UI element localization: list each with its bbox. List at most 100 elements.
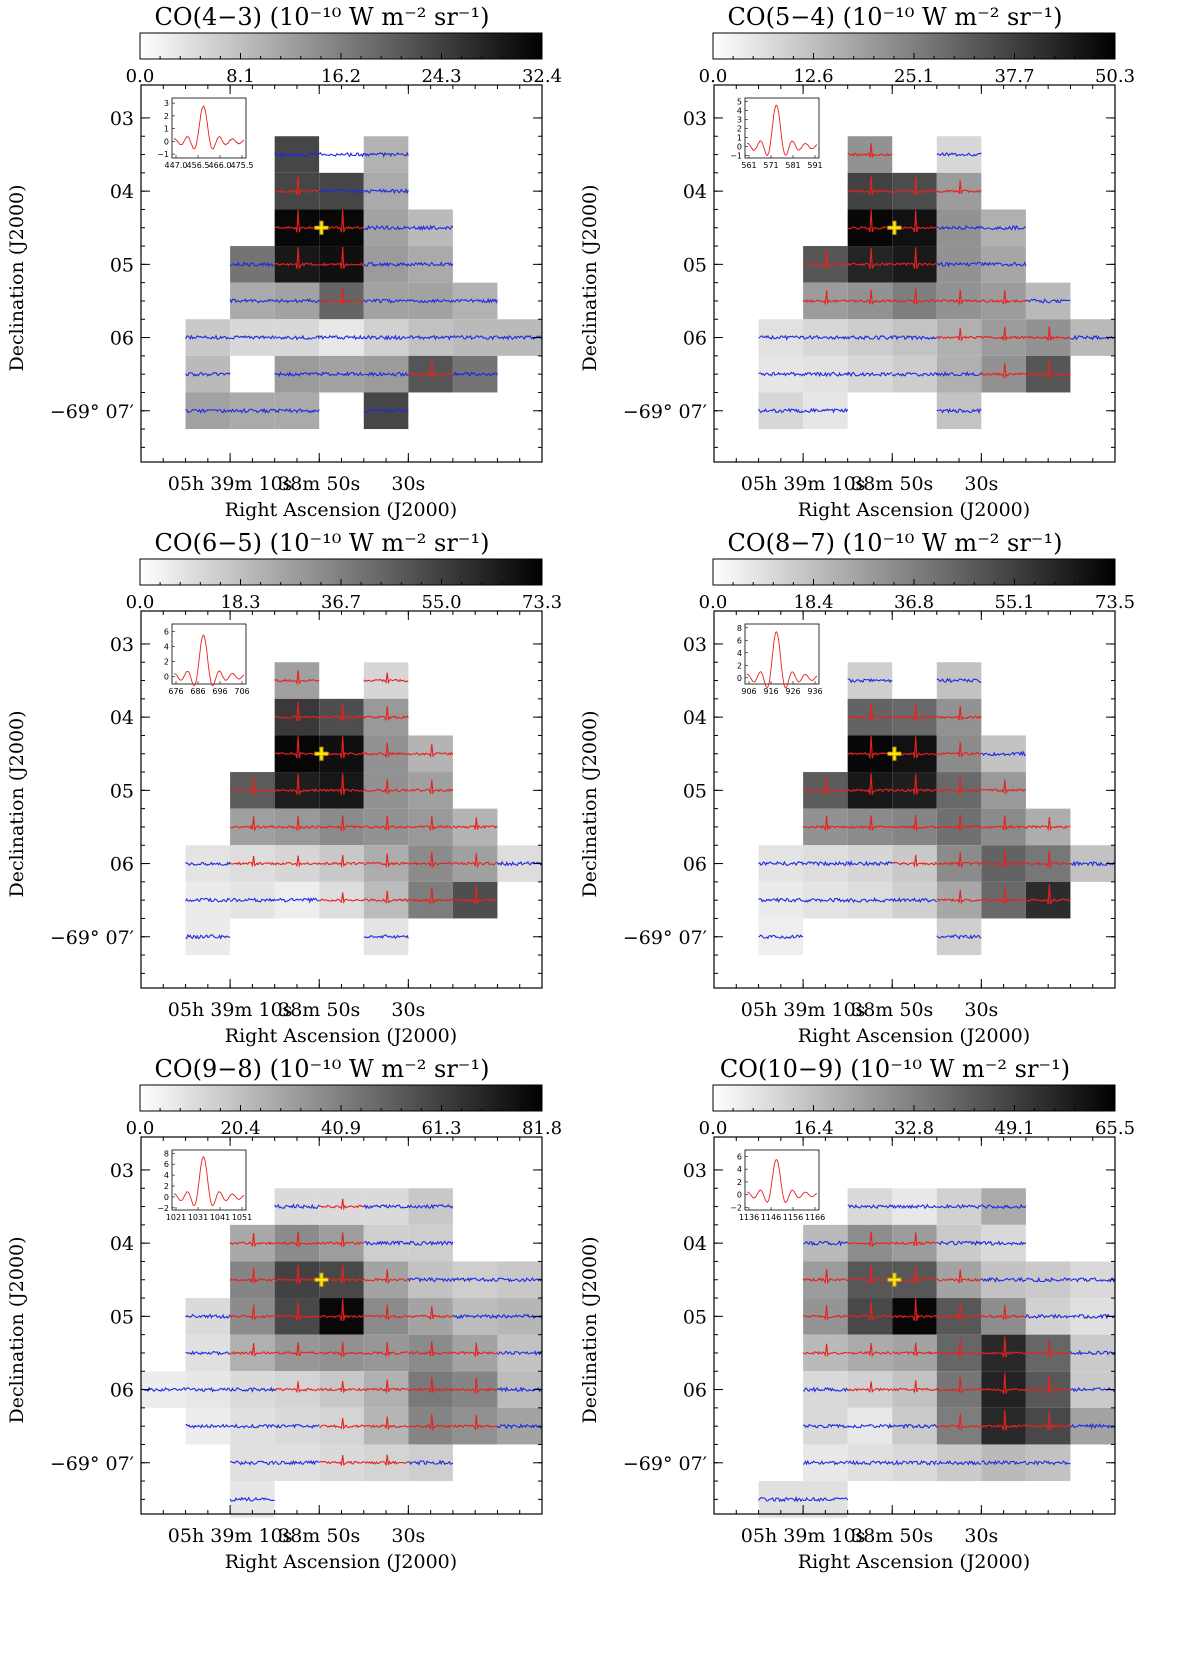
spectrum-detected [407, 744, 454, 758]
x-tick-label: 38m 50s [851, 473, 933, 495]
inset-y-tick-label: 2 [737, 661, 742, 670]
spectrum-undetected [891, 371, 938, 377]
spectrum-detected [230, 816, 276, 832]
spectrum-detected [1025, 1339, 1071, 1359]
inset-y-tick-label: 0 [164, 673, 169, 682]
inset-x-tick-label: 1146 [761, 1213, 781, 1222]
map-cell [758, 319, 804, 356]
panel-2: CO(5−4) (10⁻¹⁰ W m⁻² sr⁻¹) 0.0 12.6 25.1 37.… [579, 3, 1135, 521]
colorbar-tick-label: 50.3 [1095, 66, 1135, 87]
colorbar-tick-label: 18.3 [220, 592, 260, 613]
spectrum-detected [936, 289, 982, 306]
inset-y-tick-label: 8 [164, 1149, 169, 1158]
spectrum-undetected [229, 1460, 276, 1466]
y-tick-label: 03 [683, 634, 707, 656]
spectrum-detected [274, 209, 320, 233]
spectrum-detected [363, 1269, 409, 1284]
inset-line [173, 634, 244, 687]
colorbar-ticks: 0.0 16.4 32.8 49.1 65.5 [699, 1105, 1135, 1139]
spectrum-undetected [847, 1459, 893, 1466]
spectrum-detected [318, 702, 365, 722]
spectra [758, 677, 1116, 940]
spectrum-detected [229, 776, 276, 794]
spectrum-detected [847, 735, 893, 759]
spectrum-detected [452, 1414, 498, 1431]
spectrum-detected [318, 1341, 365, 1358]
spectrum-undetected [229, 1423, 276, 1430]
spectrum-detected [452, 852, 498, 869]
y-tick-label: 03 [683, 1160, 707, 1182]
inset-line [173, 105, 245, 150]
inset-y-tick-label: 8 [737, 624, 742, 633]
spectrum-undetected [185, 334, 231, 340]
spectrum-detected [274, 1341, 320, 1358]
spectrum-undetected [891, 897, 938, 903]
inset-frame [744, 623, 820, 685]
spectrum-undetected [847, 335, 893, 341]
x-tick-label: 38m 50s [851, 999, 933, 1021]
x-tick-label: 38m 50s [278, 473, 360, 495]
spectrum-detected [229, 855, 276, 868]
spectrum-undetected [758, 334, 804, 341]
y-axis-label: Declination (J2000) [579, 1236, 601, 1423]
y-tick-label: 06 [110, 854, 134, 876]
spectrum-undetected [847, 860, 893, 867]
y-tick-label: 04 [110, 707, 134, 729]
colorbar-tick-label: 16.2 [321, 66, 361, 87]
spectrum-detected [452, 1377, 498, 1395]
spectrum-undetected [274, 371, 320, 378]
spectrum-detected [980, 326, 1027, 341]
spectrum-undetected [803, 1496, 849, 1503]
inset-y-tick-label: 0 [737, 142, 742, 151]
center-marker [887, 1272, 902, 1287]
inset-x-tick-label: 676 [168, 687, 183, 696]
colorbar-tick-label: 36.8 [894, 592, 934, 613]
spectrum-detected [980, 362, 1026, 380]
colorbar-tick-label: 18.4 [793, 592, 833, 613]
y-tick-label: 05 [110, 254, 134, 276]
spectrum-undetected [936, 151, 982, 157]
spectrum-undetected [847, 678, 893, 684]
y-tick-label: −69° 07′ [50, 1453, 134, 1475]
inset-x-tick-label: 1156 [783, 1213, 803, 1222]
spectrum-undetected [407, 261, 454, 267]
map-cells [758, 136, 1115, 430]
inset-y-tick-label: −1 [730, 151, 742, 160]
spectrum-undetected [802, 1459, 848, 1466]
x-tick-label: 38m 50s [278, 1525, 360, 1547]
spectrum-undetected [185, 897, 231, 903]
inset-x-tick-label: 916 [763, 687, 778, 696]
spectrum-undetected [980, 1240, 1027, 1246]
spectrum-undetected [1025, 1460, 1071, 1466]
spectrum-undetected [229, 261, 275, 268]
spectrum-detected [318, 1380, 365, 1394]
inset-y-tick-label: 2 [737, 1178, 742, 1187]
spectrum-undetected [185, 1313, 231, 1320]
inset-x-tick-label: 581 [785, 161, 800, 170]
spectrum-detected [363, 815, 409, 832]
inset-x-tick-label: 571 [763, 161, 778, 170]
spectrum-undetected [363, 934, 409, 940]
spectrum-undetected [363, 408, 409, 414]
spectrum-undetected [1070, 1313, 1116, 1320]
spectrum-undetected [363, 1240, 409, 1247]
spectrum-detected [936, 1413, 982, 1432]
y-tick-label: 06 [683, 854, 707, 876]
y-tick-label: 06 [683, 328, 707, 350]
spectrum-detected [936, 814, 982, 831]
spectrum-detected [847, 289, 893, 306]
x-axis-label: Right Ascension (J2000) [225, 1551, 457, 1573]
spectrum-undetected [803, 860, 848, 867]
y-tick-label: 06 [683, 1380, 707, 1402]
spectrum-undetected [407, 298, 454, 304]
inset-x-tick-label: 926 [785, 687, 800, 696]
spectrum-detected [936, 1269, 982, 1284]
colorbar-tick-label: 0.0 [699, 592, 728, 613]
inset-frame [171, 1149, 247, 1211]
spectrum-detected [318, 854, 365, 868]
spectrum-undetected [802, 407, 849, 414]
